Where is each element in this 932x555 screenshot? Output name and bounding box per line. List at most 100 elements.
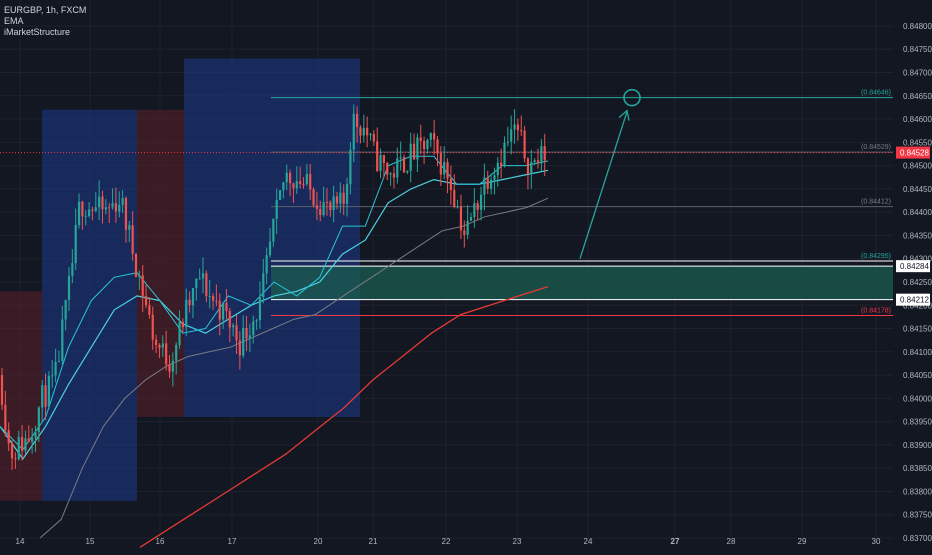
level-label: (0.84529) (861, 144, 891, 151)
structure-zone (184, 58, 360, 417)
candle-body (134, 253, 138, 277)
candle-body (222, 302, 225, 320)
y-tick-label: 0.84300 (903, 255, 932, 264)
x-tick-label: 29 (798, 537, 807, 546)
candle-body (433, 133, 436, 140)
candle-body (530, 162, 533, 175)
candle-body (453, 189, 456, 208)
support-zone (271, 266, 893, 300)
candle-body (285, 172, 288, 183)
current-price-badge (896, 146, 930, 159)
candle-body (265, 255, 268, 274)
current-price-label: 0.84528 (900, 149, 929, 158)
indicator-market-structure-label[interactable]: iMarketStructure (4, 27, 71, 37)
price-box-label: 0.84284 (900, 262, 929, 271)
candle-body (141, 275, 144, 297)
y-tick-label: 0.84450 (903, 185, 932, 194)
candle-body (476, 203, 479, 210)
candle-body (104, 207, 107, 210)
candle-body (155, 339, 158, 346)
level-label: (0.84295) (861, 253, 891, 260)
candle-body (74, 224, 77, 264)
candle-body (516, 124, 519, 131)
candle-body (161, 343, 164, 348)
y-tick-label: 0.84200 (903, 301, 932, 310)
candle-body (238, 340, 241, 356)
candle-body (91, 209, 94, 211)
price-axis: 0.84800 0.84750 0.84700 0.84650 0.84600 0.845… (896, 22, 932, 543)
candle-body (255, 320, 258, 322)
candle-body (356, 113, 359, 128)
candle-body (201, 273, 205, 279)
candle-body (124, 198, 128, 230)
candle-body (490, 179, 493, 189)
y-tick-label: 0.84350 (903, 231, 932, 240)
candle-body (510, 129, 513, 142)
candle-body (312, 189, 315, 206)
y-tick-label: 0.84600 (903, 115, 932, 124)
candle-body (47, 375, 50, 407)
ema-lines (0, 155, 549, 548)
candle-body (446, 162, 449, 179)
candle-body (412, 143, 416, 160)
candle-body (345, 184, 349, 204)
candle-body (500, 162, 503, 167)
y-tick-label: 0.83900 (903, 441, 932, 450)
candle-body (436, 139, 439, 154)
x-tick-label: 15 (86, 537, 95, 546)
y-tick-label: 0.84150 (903, 325, 932, 334)
candle-body (386, 163, 389, 175)
candle-body (165, 343, 168, 365)
candles (0, 104, 546, 471)
candle-body (54, 361, 57, 376)
candle-body (406, 170, 409, 173)
candle-body (523, 130, 526, 159)
y-tick-label: 0.84500 (903, 162, 932, 171)
candle-body (94, 207, 97, 211)
candle-body (44, 385, 47, 407)
x-tick-label: 17 (228, 537, 237, 546)
candle-body (114, 203, 117, 212)
candle-body (121, 198, 124, 205)
symbol-title: EURGBP, 1h, FXCM (4, 5, 87, 15)
candle-body (402, 157, 406, 173)
candle-body (10, 443, 14, 459)
candle-body (540, 146, 543, 164)
chart-legend: EURGBP, 1h, FXCM EMA iMarketStructure (4, 5, 86, 38)
candle-body (362, 127, 365, 136)
x-tick-label: 30 (872, 537, 881, 546)
candle-body (382, 155, 385, 164)
y-tick-label: 0.84100 (903, 348, 932, 357)
level-label: (0.84412) (861, 199, 891, 206)
candle-body (295, 181, 298, 189)
candle-body (359, 127, 362, 136)
candle-body (372, 134, 375, 142)
candle-body (339, 192, 342, 204)
candle-body (144, 296, 148, 306)
candle-body (342, 192, 345, 204)
y-tick-label: 0.84000 (903, 394, 932, 403)
structure-zone (0, 291, 42, 501)
candle-body (181, 322, 184, 328)
candle-body (272, 218, 275, 242)
candle-body (118, 204, 121, 212)
candle-body (282, 182, 285, 191)
candle-body (225, 302, 228, 312)
x-tick-label: 24 (584, 537, 593, 546)
candle-body (21, 436, 24, 451)
indicator-ema-label[interactable]: EMA (4, 16, 24, 26)
candle-body (349, 149, 352, 185)
candle-body (366, 127, 369, 136)
candle-body (423, 141, 426, 150)
projection-arrowhead (618, 109, 630, 121)
candle-body (158, 345, 161, 348)
y-tick-label: 0.83800 (903, 487, 932, 496)
candle-body (61, 319, 64, 361)
candle-body (392, 173, 396, 178)
candle-body (128, 225, 131, 230)
candle-body (409, 143, 412, 171)
candle-body (329, 202, 332, 211)
candle-body (389, 173, 392, 175)
